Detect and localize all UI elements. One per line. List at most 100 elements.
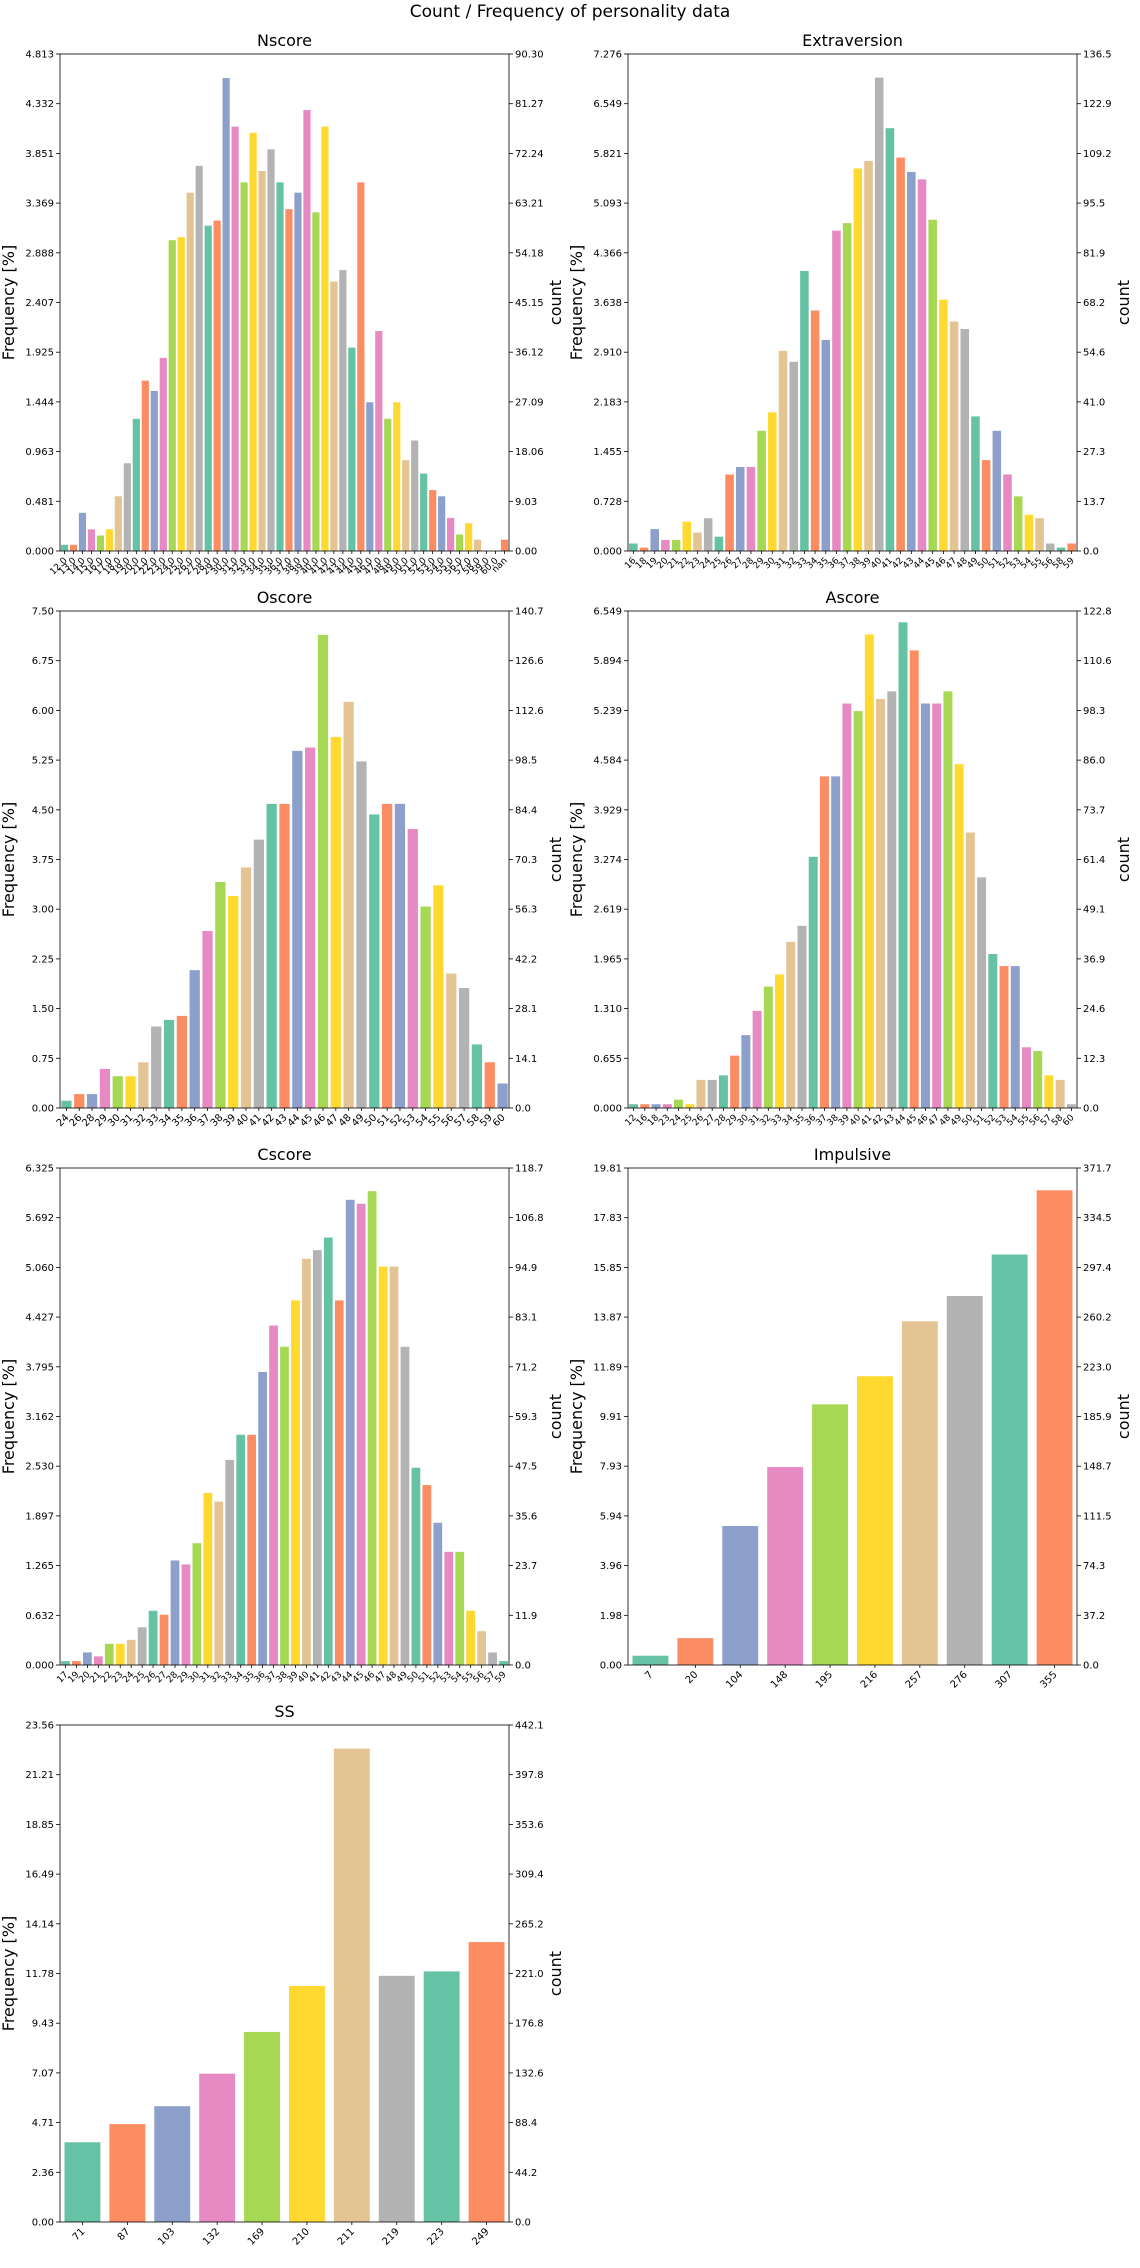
y2-tick-label: 47.5	[515, 1462, 537, 1473]
bar-48	[960, 329, 970, 551]
bar-7	[632, 1655, 669, 1665]
bar-46	[939, 299, 948, 551]
y-tick-label: 0.00	[32, 2218, 54, 2229]
bar-45	[356, 1203, 366, 1665]
y2-tick-label: 73.7	[1083, 805, 1105, 816]
bar-47.0	[375, 331, 383, 551]
bar-41	[253, 839, 264, 1108]
bar-49	[400, 1346, 410, 1665]
y2-tick-label: 27.3	[1083, 447, 1105, 458]
y2-tick-label: 49.1	[1083, 905, 1105, 916]
y2-tick-label: 0.0	[515, 1661, 531, 1672]
bar-22	[104, 1643, 114, 1665]
x-tick-label: 195	[814, 1669, 835, 1690]
bar-26	[74, 1094, 85, 1108]
y-tick-label: 4.50	[32, 805, 54, 816]
y2-tick-label: 61.4	[1083, 855, 1105, 866]
y2-tick-label: 185.9	[1083, 1412, 1112, 1423]
x-tick-label: 223	[425, 2226, 446, 2247]
x-tick-label: 249	[470, 2226, 491, 2247]
bar-50.0	[402, 460, 410, 551]
bar-23	[115, 1643, 125, 1665]
y2-tick-label: 0.0	[1083, 1661, 1099, 1672]
bar-38	[215, 882, 226, 1108]
bar-26	[696, 1079, 706, 1108]
y-tick-label: 18.85	[25, 1820, 54, 1831]
x-tick-label: 355	[1038, 1669, 1059, 1690]
bar-54	[1010, 966, 1020, 1108]
chart-oscore: Oscore 0.00 0.75 1.50 2.25 3.00 3.75 4.50 5.25 6.…	[0, 588, 565, 1129]
bar-37	[202, 931, 213, 1108]
bar-30	[741, 1035, 751, 1108]
x-tick-label: 132	[201, 2226, 222, 2247]
bar-47	[932, 703, 942, 1108]
y2-axis-label: count	[546, 837, 565, 882]
bar-32	[789, 361, 798, 551]
y2-tick-label: 98.5	[515, 756, 537, 767]
bar-46	[317, 634, 329, 1108]
x-tick-label: 60	[491, 1112, 508, 1129]
bar-52	[394, 803, 406, 1108]
y-tick-label: 5.25	[32, 756, 54, 767]
bar-56	[446, 973, 457, 1108]
bar-47	[949, 321, 959, 551]
bar-35	[821, 339, 831, 551]
bar-60	[497, 1083, 508, 1108]
y-tick-label: 2.407	[25, 298, 54, 309]
bar-49	[356, 761, 367, 1108]
bar-13.0	[69, 544, 78, 551]
bar-54.0	[438, 496, 446, 551]
y2-tick-label: 0.00	[515, 547, 537, 558]
figure-title: Count / Frequency of personality data	[409, 2, 731, 22]
bar-51.0	[411, 440, 419, 551]
y-tick-label: 3.162	[25, 1412, 54, 1423]
x-tick-label: 216	[859, 1669, 880, 1690]
y-tick-label: 5.821	[593, 149, 622, 160]
bar-54	[420, 906, 431, 1108]
bar-32.0	[240, 182, 248, 551]
bar-34	[810, 310, 820, 551]
bar-43	[907, 171, 916, 551]
bar-51	[992, 430, 1002, 551]
y-axis-label: Frequency [%]	[0, 1359, 18, 1474]
y2-tick-label: 9.03	[515, 497, 537, 508]
chart-extraversion: Extraversion 0.000 0.728 1.455 2.183 2.910 3.6…	[567, 31, 1133, 571]
bar-51	[977, 877, 987, 1108]
bar-37	[842, 223, 852, 551]
bar-276	[946, 1295, 983, 1665]
y2-tick-label: 41.0	[1083, 397, 1105, 408]
bar-48.0	[384, 418, 392, 551]
bar-50	[981, 460, 991, 551]
y2-tick-label: 18.06	[515, 447, 544, 458]
y2-tick-label: 81.27	[515, 99, 544, 110]
bar-55	[1021, 1047, 1031, 1108]
y2-tick-label: 59.3	[515, 1412, 537, 1423]
bar-40.0	[312, 212, 320, 551]
chart-impulsive: Impulsive 0.00 1.98 3.96 5.94 7.93 9.91 11.89 13…	[567, 1145, 1133, 1691]
y2-tick-label: 23.7	[515, 1561, 537, 1572]
bar-37.0	[285, 209, 293, 551]
y-tick-label: 7.276	[593, 50, 622, 61]
y2-tick-label: 42.2	[515, 954, 537, 965]
y2-tick-label: 98.3	[1083, 706, 1105, 717]
bar-23	[693, 532, 702, 551]
bar-104	[722, 1526, 759, 1665]
y-tick-label: 7.50	[32, 607, 54, 618]
y-tick-label: 0.481	[25, 497, 54, 508]
y-tick-label: 9.43	[32, 2019, 54, 2030]
bar-28.0	[204, 225, 212, 551]
bar-57	[488, 1652, 497, 1665]
y-tick-label: 11.78	[25, 1969, 54, 1980]
bar-59	[484, 1062, 495, 1108]
bar-23.0	[159, 357, 167, 551]
y2-tick-label: 12.3	[1083, 1054, 1105, 1065]
y-tick-label: 5.692	[25, 1213, 54, 1224]
bar-18	[651, 1104, 661, 1108]
y-tick-label: 5.093	[593, 199, 622, 210]
bar-37	[819, 776, 829, 1108]
bar-55	[466, 1610, 476, 1665]
bar-41	[312, 1250, 322, 1665]
y2-tick-label: 37.2	[1083, 1611, 1105, 1622]
bar-59	[499, 1661, 508, 1665]
bar-41	[885, 128, 895, 551]
